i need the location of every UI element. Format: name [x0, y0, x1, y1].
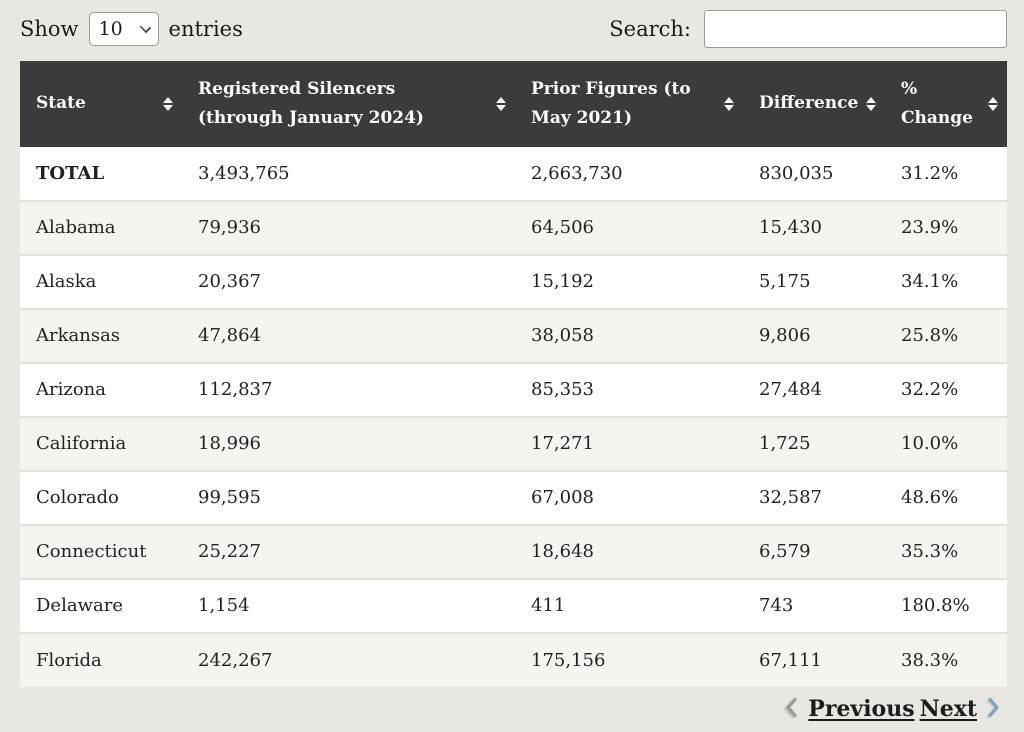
cell-state: Arizona [20, 362, 182, 418]
cell-state: TOTAL [20, 146, 182, 202]
table-header: State Registered Silencers (through Janu… [20, 61, 1007, 147]
cell-registered: 1,154 [182, 578, 515, 634]
cell-difference: 32,587 [743, 470, 885, 526]
column-label: Prior Figures (to May 2021) [531, 79, 691, 128]
cell-pct-change: 32.2% [885, 362, 1007, 418]
cell-pct-change: 34.1% [885, 254, 1007, 310]
cell-prior: 38,058 [515, 308, 743, 364]
table-row: Delaware 1,154 411 743 180.8% [20, 578, 1007, 634]
cell-prior: 17,271 [515, 416, 743, 472]
cell-prior: 2,663,730 [515, 146, 743, 202]
cell-pct-change: 25.8% [885, 308, 1007, 364]
next-page-button[interactable]: Next [919, 696, 977, 723]
search-control: Search: [609, 10, 1007, 48]
sort-icon[interactable] [496, 96, 506, 111]
cell-registered: 3,493,765 [182, 146, 515, 202]
cell-registered: 242,267 [182, 632, 515, 687]
cell-pct-change: 180.8% [885, 578, 1007, 634]
cell-pct-change: 48.6% [885, 470, 1007, 526]
cell-difference: 830,035 [743, 146, 885, 202]
cell-prior: 18,648 [515, 524, 743, 580]
sort-icon[interactable] [724, 96, 734, 111]
table-row: Colorado 99,595 67,008 32,587 48.6% [20, 470, 1007, 526]
cell-difference: 743 [743, 578, 885, 634]
datatable-widget: Show 10 entries Search: State [20, 0, 1007, 723]
sort-icon[interactable] [163, 96, 173, 111]
cell-state: Alaska [20, 254, 182, 310]
column-header-registered[interactable]: Registered Silencers (through January 20… [182, 61, 515, 147]
column-label: Difference [759, 93, 859, 114]
sort-icon[interactable] [866, 96, 876, 111]
cell-state: Connecticut [20, 524, 182, 580]
previous-page-button[interactable]: Previous [808, 696, 915, 723]
page-size-select[interactable]: 10 [88, 12, 159, 46]
cell-prior: 411 [515, 578, 743, 634]
cell-registered: 99,595 [182, 470, 515, 526]
table-row: Florida 242,267 175,156 67,111 38.3% [20, 632, 1007, 687]
cell-pct-change: 38.3% [885, 632, 1007, 687]
table-row: TOTAL 3,493,765 2,663,730 830,035 31.2% [20, 146, 1007, 202]
table-row: California 18,996 17,271 1,725 10.0% [20, 416, 1007, 472]
silencers-table: State Registered Silencers (through Janu… [20, 61, 1007, 687]
cell-registered: 25,227 [182, 524, 515, 580]
cell-prior: 15,192 [515, 254, 743, 310]
table-row: Arizona 112,837 85,353 27,484 32.2% [20, 362, 1007, 418]
column-header-difference[interactable]: Difference [743, 61, 885, 147]
column-label: State [36, 93, 86, 114]
search-label: Search: [609, 17, 691, 41]
column-header-prior[interactable]: Prior Figures (to May 2021) [515, 61, 743, 147]
table-body: TOTAL 3,493,765 2,663,730 830,035 31.2% … [20, 146, 1007, 687]
cell-registered: 112,837 [182, 362, 515, 418]
show-label: Show [20, 17, 79, 41]
cell-prior: 85,353 [515, 362, 743, 418]
column-header-pct-change[interactable]: % Change [885, 61, 1007, 147]
cell-difference: 27,484 [743, 362, 885, 418]
cell-pct-change: 35.3% [885, 524, 1007, 580]
cell-state: Arkansas [20, 308, 182, 364]
table-row: Arkansas 47,864 38,058 9,806 25.8% [20, 308, 1007, 364]
cell-difference: 9,806 [743, 308, 885, 364]
table-row: Connecticut 25,227 18,648 6,579 35.3% [20, 524, 1007, 580]
table-row: Alabama 79,936 64,506 15,430 23.9% [20, 200, 1007, 256]
cell-pct-change: 23.9% [885, 200, 1007, 256]
cell-pct-change: 31.2% [885, 146, 1007, 202]
search-input[interactable] [704, 10, 1007, 48]
cell-difference: 5,175 [743, 254, 885, 310]
cell-state: Delaware [20, 578, 182, 634]
entries-length-control: Show 10 entries [20, 12, 243, 46]
cell-registered: 47,864 [182, 308, 515, 364]
cell-pct-change: 10.0% [885, 416, 1007, 472]
chevron-right-icon[interactable] [985, 696, 1002, 723]
cell-difference: 6,579 [743, 524, 885, 580]
cell-state: Florida [20, 632, 182, 687]
cell-difference: 67,111 [743, 632, 885, 687]
cell-prior: 67,008 [515, 470, 743, 526]
column-label: % Change [901, 79, 973, 128]
cell-prior: 175,156 [515, 632, 743, 687]
entries-label: entries [168, 17, 243, 41]
cell-difference: 1,725 [743, 416, 885, 472]
cell-registered: 79,936 [182, 200, 515, 256]
cell-state: California [20, 416, 182, 472]
column-label: Registered Silencers (through January 20… [198, 79, 424, 128]
cell-registered: 18,996 [182, 416, 515, 472]
pagination: Previous Next [20, 696, 1007, 723]
page-size-select-shell: 10 [88, 12, 159, 46]
table-controls: Show 10 entries Search: [20, 9, 1007, 49]
cell-difference: 15,430 [743, 200, 885, 256]
sort-icon[interactable] [988, 96, 998, 111]
chevron-left-icon [783, 696, 800, 723]
cell-prior: 64,506 [515, 200, 743, 256]
cell-state: Colorado [20, 470, 182, 526]
cell-state: Alabama [20, 200, 182, 256]
cell-registered: 20,367 [182, 254, 515, 310]
table-row: Alaska 20,367 15,192 5,175 34.1% [20, 254, 1007, 310]
column-header-state[interactable]: State [20, 61, 182, 147]
